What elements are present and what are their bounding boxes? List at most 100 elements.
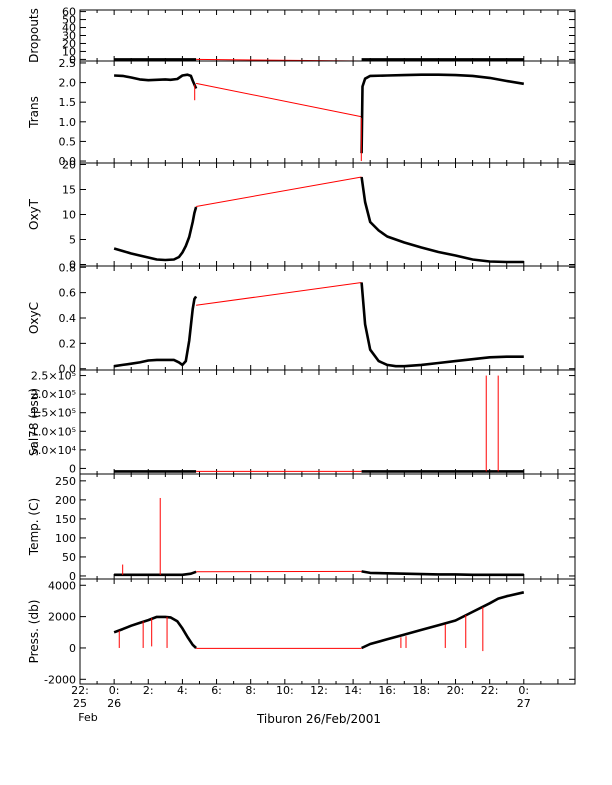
data-series-line xyxy=(361,591,525,650)
panel-frame xyxy=(79,473,576,580)
y-tick-label: 20 xyxy=(62,159,76,172)
y-axis-title: Dropouts xyxy=(27,8,41,63)
y-tick-label: 1.5×10⁵ xyxy=(31,407,76,420)
y-tick-label: 1.5 xyxy=(59,96,77,109)
y-tick-label: 100 xyxy=(55,532,76,545)
y-tick-label: 0.8 xyxy=(59,261,77,274)
panel-frame xyxy=(79,60,576,164)
panel-temp: 0 50 100 150 200 250 Temp. (C) xyxy=(27,473,576,583)
y-tick-label: 250 xyxy=(55,475,76,488)
y-tick-label: 5 xyxy=(69,234,76,247)
x-tick-label: 14: xyxy=(344,684,362,697)
y-tick-label: 20 xyxy=(62,37,76,50)
y-tick-label: 0.0 xyxy=(59,363,77,376)
y-tick-label: 50 xyxy=(62,551,76,564)
gap-interpolation-line xyxy=(196,282,362,306)
gap-interpolation-line xyxy=(196,176,362,207)
x-tick-label: 22: xyxy=(481,684,499,697)
y-tick-label: 40 xyxy=(62,22,76,35)
panel-trans: 0.0 0.5 1.0 1.5 2.0 2.5 Trans xyxy=(27,57,576,168)
x-tick-label: 8: xyxy=(245,684,256,697)
x-tick-label: 6: xyxy=(211,684,222,697)
y-tick-label: 10 xyxy=(62,45,76,58)
y-tick-label: 1.0×10⁵ xyxy=(31,425,76,438)
x-tick-date-label: 26 xyxy=(107,697,121,710)
y-axis-title: OxyC xyxy=(27,302,41,334)
y-tick-label: 2.5 xyxy=(59,57,77,70)
y-tick-label: 0 xyxy=(69,259,76,272)
y-axis-title: Temp. (C) xyxy=(27,498,41,556)
panel-frame xyxy=(79,162,576,267)
data-series-line xyxy=(113,615,197,649)
x-tick-date-label: 25 xyxy=(73,697,87,710)
y-axis-title: Sal78 (psu) xyxy=(27,388,41,456)
data-series-line xyxy=(360,282,524,368)
panel-sal: 0 5.0×10⁴ 1.0×10⁵ 1.5×10⁵ 2.0×10⁵ 2.5×10⁵ Sal7… xyxy=(27,369,576,475)
y-tick-label: 0.5 xyxy=(59,135,77,148)
y-tick-label: 2000 xyxy=(48,611,76,624)
y-axis-title: Press. (db) xyxy=(27,600,41,664)
y-tick-label: 4000 xyxy=(48,579,76,592)
y-tick-label: -2000 xyxy=(44,673,76,686)
y-tick-label: 0 xyxy=(69,642,76,655)
y-tick-label: 15 xyxy=(62,184,76,197)
x-tick-label: 0: xyxy=(518,684,529,697)
series-group xyxy=(114,497,524,577)
x-tick-label: 2: xyxy=(143,684,154,697)
y-tick-label: 60 xyxy=(62,6,76,19)
y-tick-label: 5.0×10⁴ xyxy=(31,444,77,457)
x-tick-label: 12: xyxy=(310,684,328,697)
y-tick-label: 10 xyxy=(62,209,76,222)
panel-oxyc: 0.0 0.2 0.4 0.6 0.8 OxyC xyxy=(27,261,576,376)
y-tick-label: 0 xyxy=(69,462,76,475)
y-tick-label: 0.2 xyxy=(59,337,77,350)
x-tick-label: 16: xyxy=(378,684,396,697)
series-group xyxy=(114,73,525,162)
gap-interpolation-line xyxy=(196,82,362,118)
x-axis-title: Tiburon 26/Feb/2001 xyxy=(256,712,381,726)
data-series-line xyxy=(113,206,198,262)
panel-press: -2000 0 2000 4000 Press. (db) xyxy=(27,578,576,686)
panel-frame xyxy=(79,369,576,475)
y-axis-title: OxyT xyxy=(27,198,41,230)
x-tick-month-label: Feb xyxy=(78,711,97,724)
x-tick-label: 0: xyxy=(109,684,120,697)
data-series-line xyxy=(114,73,198,90)
y-tick-label: 2.5×10⁵ xyxy=(31,370,76,383)
y-tick-label: 1.0 xyxy=(59,116,77,129)
x-tick-label: 4: xyxy=(177,684,188,697)
y-tick-label: 30 xyxy=(62,30,76,43)
data-series-line xyxy=(360,176,524,264)
y-tick-label: 0.6 xyxy=(59,287,77,300)
x-tick-label: 20: xyxy=(447,684,465,697)
x-tick-date-label: 27 xyxy=(517,697,531,710)
y-tick-label: 2.0 xyxy=(59,77,77,90)
series-group xyxy=(114,375,524,473)
series-group xyxy=(113,176,524,264)
x-tick-label: 18: xyxy=(413,684,431,697)
panel-frame xyxy=(79,578,576,685)
panel-frame xyxy=(79,9,576,62)
series-group xyxy=(113,282,524,368)
y-tick-label: 0.0 xyxy=(59,155,77,168)
y-tick-label: 0 xyxy=(69,53,76,66)
x-tick-label: 22: xyxy=(71,684,89,697)
panel-frame xyxy=(79,265,576,371)
panels-layer: 0102030405060Dropouts0.00.51.01.52.02.5T… xyxy=(27,6,576,686)
y-tick-label: 0 xyxy=(69,570,76,583)
panel-oxyt: 0 5 10 15 20 OxyT xyxy=(27,159,576,272)
x-tick-label: 10: xyxy=(276,684,294,697)
data-series-line xyxy=(113,295,198,368)
y-tick-label: 0.4 xyxy=(59,312,77,325)
data-series-line xyxy=(361,570,524,577)
data-series-line xyxy=(360,73,525,154)
series-group xyxy=(113,591,525,652)
y-tick-label: 150 xyxy=(55,513,76,526)
y-tick-label: 200 xyxy=(55,494,76,507)
y-tick-label: 2.0×10⁵ xyxy=(31,388,76,401)
y-tick-label: 50 xyxy=(62,14,76,27)
y-axis-title: Trans xyxy=(27,96,41,129)
